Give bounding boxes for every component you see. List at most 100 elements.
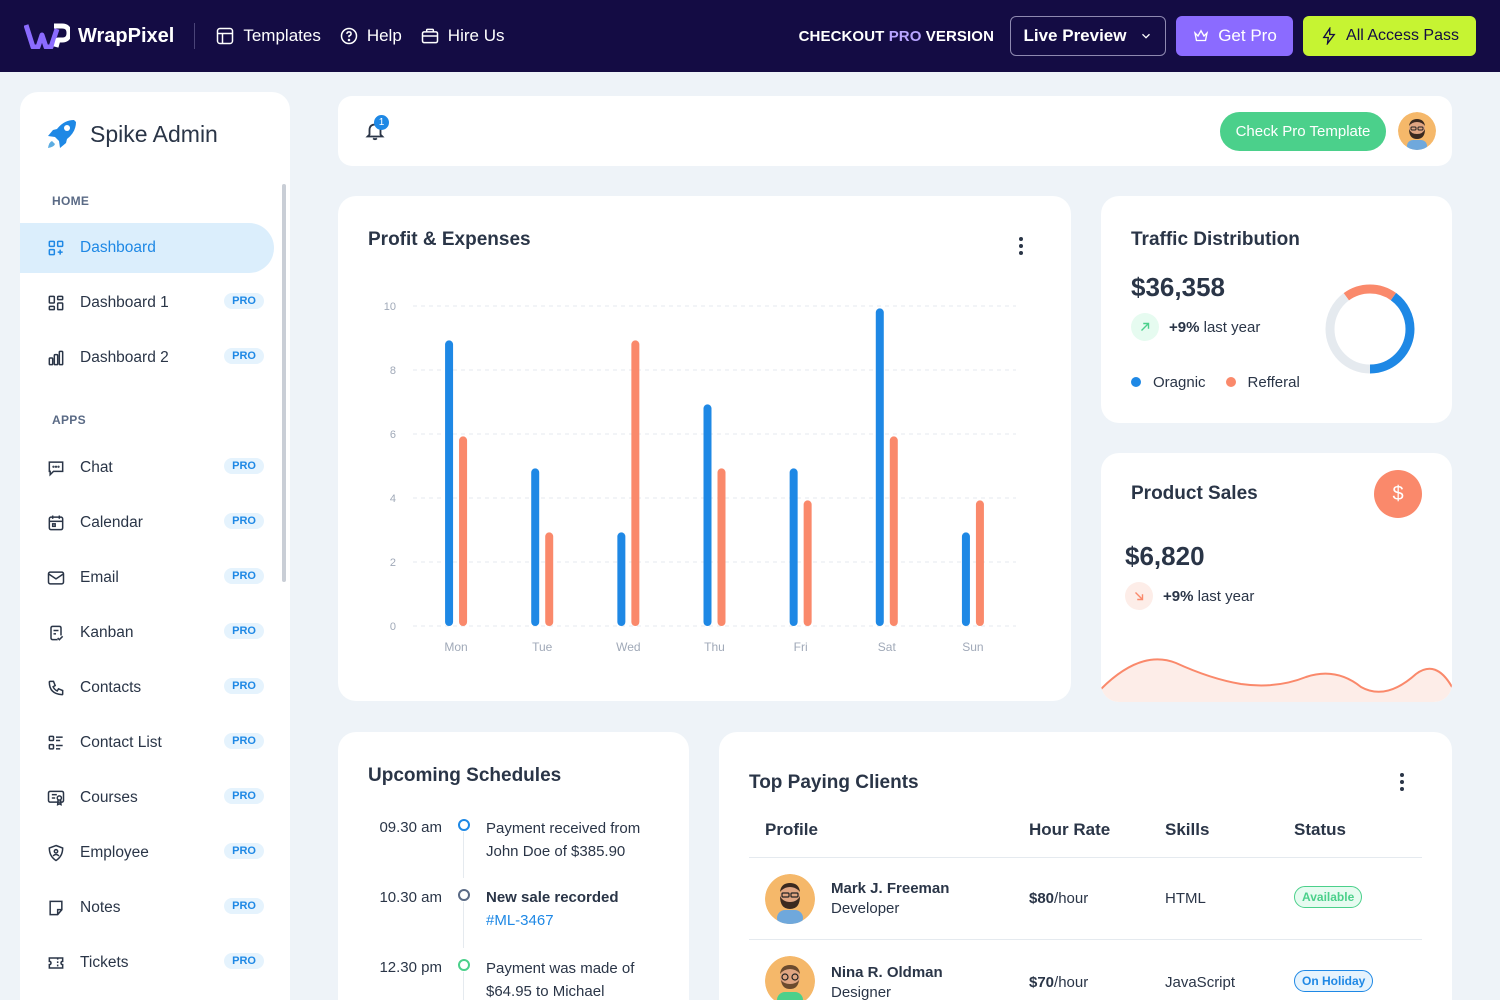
nav-templates-label: Templates xyxy=(243,26,321,45)
top-bar: WrapPixel Templates Help Hire Us CHECKOU… xyxy=(0,0,1500,72)
sidebar-item-calendar[interactable]: Calendar PRO xyxy=(20,498,274,548)
live-preview-dropdown[interactable]: Live Preview xyxy=(1010,16,1166,56)
y-tick-label: 2 xyxy=(390,557,396,569)
timeline-dot xyxy=(458,819,470,831)
schedule-time: 10.30 am xyxy=(379,889,442,906)
x-tick-label: Fri xyxy=(794,640,808,654)
certificate-icon xyxy=(47,790,65,806)
sidebar-item-contact-list[interactable]: Contact List PRO xyxy=(20,718,274,768)
traffic-donut-chart xyxy=(1325,284,1415,374)
sidebar-item-dashboard[interactable]: Dashboard xyxy=(20,223,274,273)
sidebar-item-email[interactable]: Email PRO xyxy=(20,553,274,603)
note-icon xyxy=(49,900,63,916)
client-skill: JavaScript xyxy=(1165,974,1236,991)
status-badge: Available xyxy=(1294,886,1363,908)
section-apps: APPS xyxy=(52,413,86,427)
all-access-pass-button[interactable]: All Access Pass xyxy=(1303,16,1476,56)
sidebar-item-label: Contact List xyxy=(80,734,162,751)
client-avatar xyxy=(765,874,815,924)
sidebar-scrollbar[interactable] xyxy=(282,184,286,582)
timeline-connector xyxy=(463,902,464,948)
sidebar-item-chat[interactable]: Chat PRO xyxy=(20,443,274,493)
nav-hire-us-label: Hire Us xyxy=(447,26,505,45)
table-row[interactable]: Nina R. Oldman Designer $70/hour JavaScr… xyxy=(749,940,1422,1000)
x-tick-label: Thu xyxy=(704,640,725,654)
sidebar-item-dashboard-1[interactable]: Dashboard 1 PRO xyxy=(20,278,274,328)
checkout-pro: PRO xyxy=(888,27,922,45)
traffic-trend-value: +9% xyxy=(1169,318,1200,336)
column-header-hour-rate[interactable]: Hour Rate xyxy=(1029,820,1111,839)
legend-referral: Refferal xyxy=(1225,374,1300,391)
sidebar-item-notes[interactable]: Notes PRO xyxy=(20,883,274,933)
check-pro-template-button[interactable]: Check Pro Template xyxy=(1220,112,1386,151)
sidebar-item-label: Email xyxy=(80,569,119,586)
wrappixel-logo-icon xyxy=(24,23,70,49)
sales-title: Product Sales xyxy=(1131,483,1258,504)
brand-name: WrapPixel xyxy=(78,24,175,47)
column-header-status[interactable]: Status xyxy=(1294,820,1346,839)
shield-icon xyxy=(48,844,64,862)
pro-badge: PRO xyxy=(224,733,264,749)
briefcase-icon xyxy=(421,28,439,44)
sidebar-item-label: Dashboard 1 xyxy=(80,294,169,311)
product-sales-card: Product Sales $ $6,820 +9% last year xyxy=(1101,453,1452,702)
legend-organic: Oragnic xyxy=(1131,374,1206,391)
more-vertical-icon[interactable] xyxy=(1399,772,1405,792)
sidebar-item-tickets[interactable]: Tickets PRO xyxy=(20,938,274,988)
upcoming-schedules-card: Upcoming Schedules 09.30 am Payment rece… xyxy=(338,732,689,1000)
sidebar-item-contacts[interactable]: Contacts PRO xyxy=(20,663,274,713)
schedule-line: $64.95 to Michael xyxy=(486,983,605,1000)
sales-trend-text: last year xyxy=(1197,587,1255,605)
client-rate-value: $70 xyxy=(1029,974,1055,991)
sales-trend-value: +9% xyxy=(1163,587,1194,605)
schedule-text: Payment was made of $64.95 to Michael xyxy=(486,957,676,1000)
sales-amount: $6,820 xyxy=(1125,541,1205,571)
pro-badge: PRO xyxy=(224,843,264,859)
checkout-prefix: CHECKOUT xyxy=(798,27,885,45)
column-header-skills[interactable]: Skills xyxy=(1165,820,1210,839)
timeline-connector xyxy=(463,832,464,878)
sidebar-item-kanban[interactable]: Kanban PRO xyxy=(20,608,274,658)
nav-hire-us[interactable]: Hire Us xyxy=(420,26,505,46)
nav-help-label: Help xyxy=(366,26,402,45)
x-tick-label: Mon xyxy=(444,640,467,654)
dashboard-icon xyxy=(48,240,64,256)
traffic-distribution-card: Traffic Distribution $36,358 +9% last ye… xyxy=(1101,196,1452,423)
clipboard-check-icon xyxy=(50,625,64,641)
sidebar-item-dashboard-2[interactable]: Dashboard 2 PRO xyxy=(20,333,274,383)
traffic-trend: +9% last year xyxy=(1131,313,1260,341)
header-bar: 1 Check Pro Template xyxy=(338,96,1452,166)
schedule-link[interactable]: #ML-3467 xyxy=(486,912,554,929)
sidebar-item-label: Calendar xyxy=(80,514,143,531)
legend-referral-label: Refferal xyxy=(1247,374,1300,391)
sidebar-item-courses[interactable]: Courses PRO xyxy=(20,773,274,823)
client-rate: $80/hour xyxy=(1029,890,1088,907)
sidebar-item-employee[interactable]: Employee PRO xyxy=(20,828,274,878)
x-tick-label: Tue xyxy=(532,640,553,654)
dollar-icon: $ xyxy=(1374,470,1422,518)
user-avatar[interactable] xyxy=(1398,112,1436,150)
more-vertical-icon[interactable] xyxy=(1018,236,1024,256)
schedule-line: John Doe of $385.90 xyxy=(486,843,626,860)
nav-help[interactable]: Help xyxy=(339,26,402,46)
schedule-text: New sale recorded #ML-3467 xyxy=(486,886,676,932)
pro-badge: PRO xyxy=(224,788,264,804)
sidebar-item-label: Contacts xyxy=(80,679,142,696)
ticket-icon xyxy=(48,957,64,969)
live-preview-label: Live Preview xyxy=(1023,26,1127,45)
nav-templates[interactable]: Templates xyxy=(215,26,321,46)
checkout-pro-link[interactable]: CHECKOUT PRO VERSION xyxy=(799,28,994,45)
legend-organic-label: Oragnic xyxy=(1153,374,1206,391)
calendar-icon xyxy=(48,515,64,531)
crown-icon xyxy=(1194,29,1209,42)
spike-admin-logo[interactable]: Spike Admin xyxy=(44,116,218,152)
client-rate-unit: /hour xyxy=(1054,890,1089,907)
sales-sparkline xyxy=(1101,658,1452,702)
client-name: Mark J. Freeman xyxy=(831,880,950,897)
wrappixel-logo[interactable]: WrapPixel xyxy=(24,23,174,49)
get-pro-button[interactable]: Get Pro xyxy=(1176,16,1293,56)
column-header-profile[interactable]: Profile xyxy=(765,820,818,839)
client-role: Designer xyxy=(831,984,892,1000)
phone-icon xyxy=(48,680,64,696)
table-row[interactable]: Mark J. Freeman Developer $80/hour HTML … xyxy=(749,858,1422,940)
